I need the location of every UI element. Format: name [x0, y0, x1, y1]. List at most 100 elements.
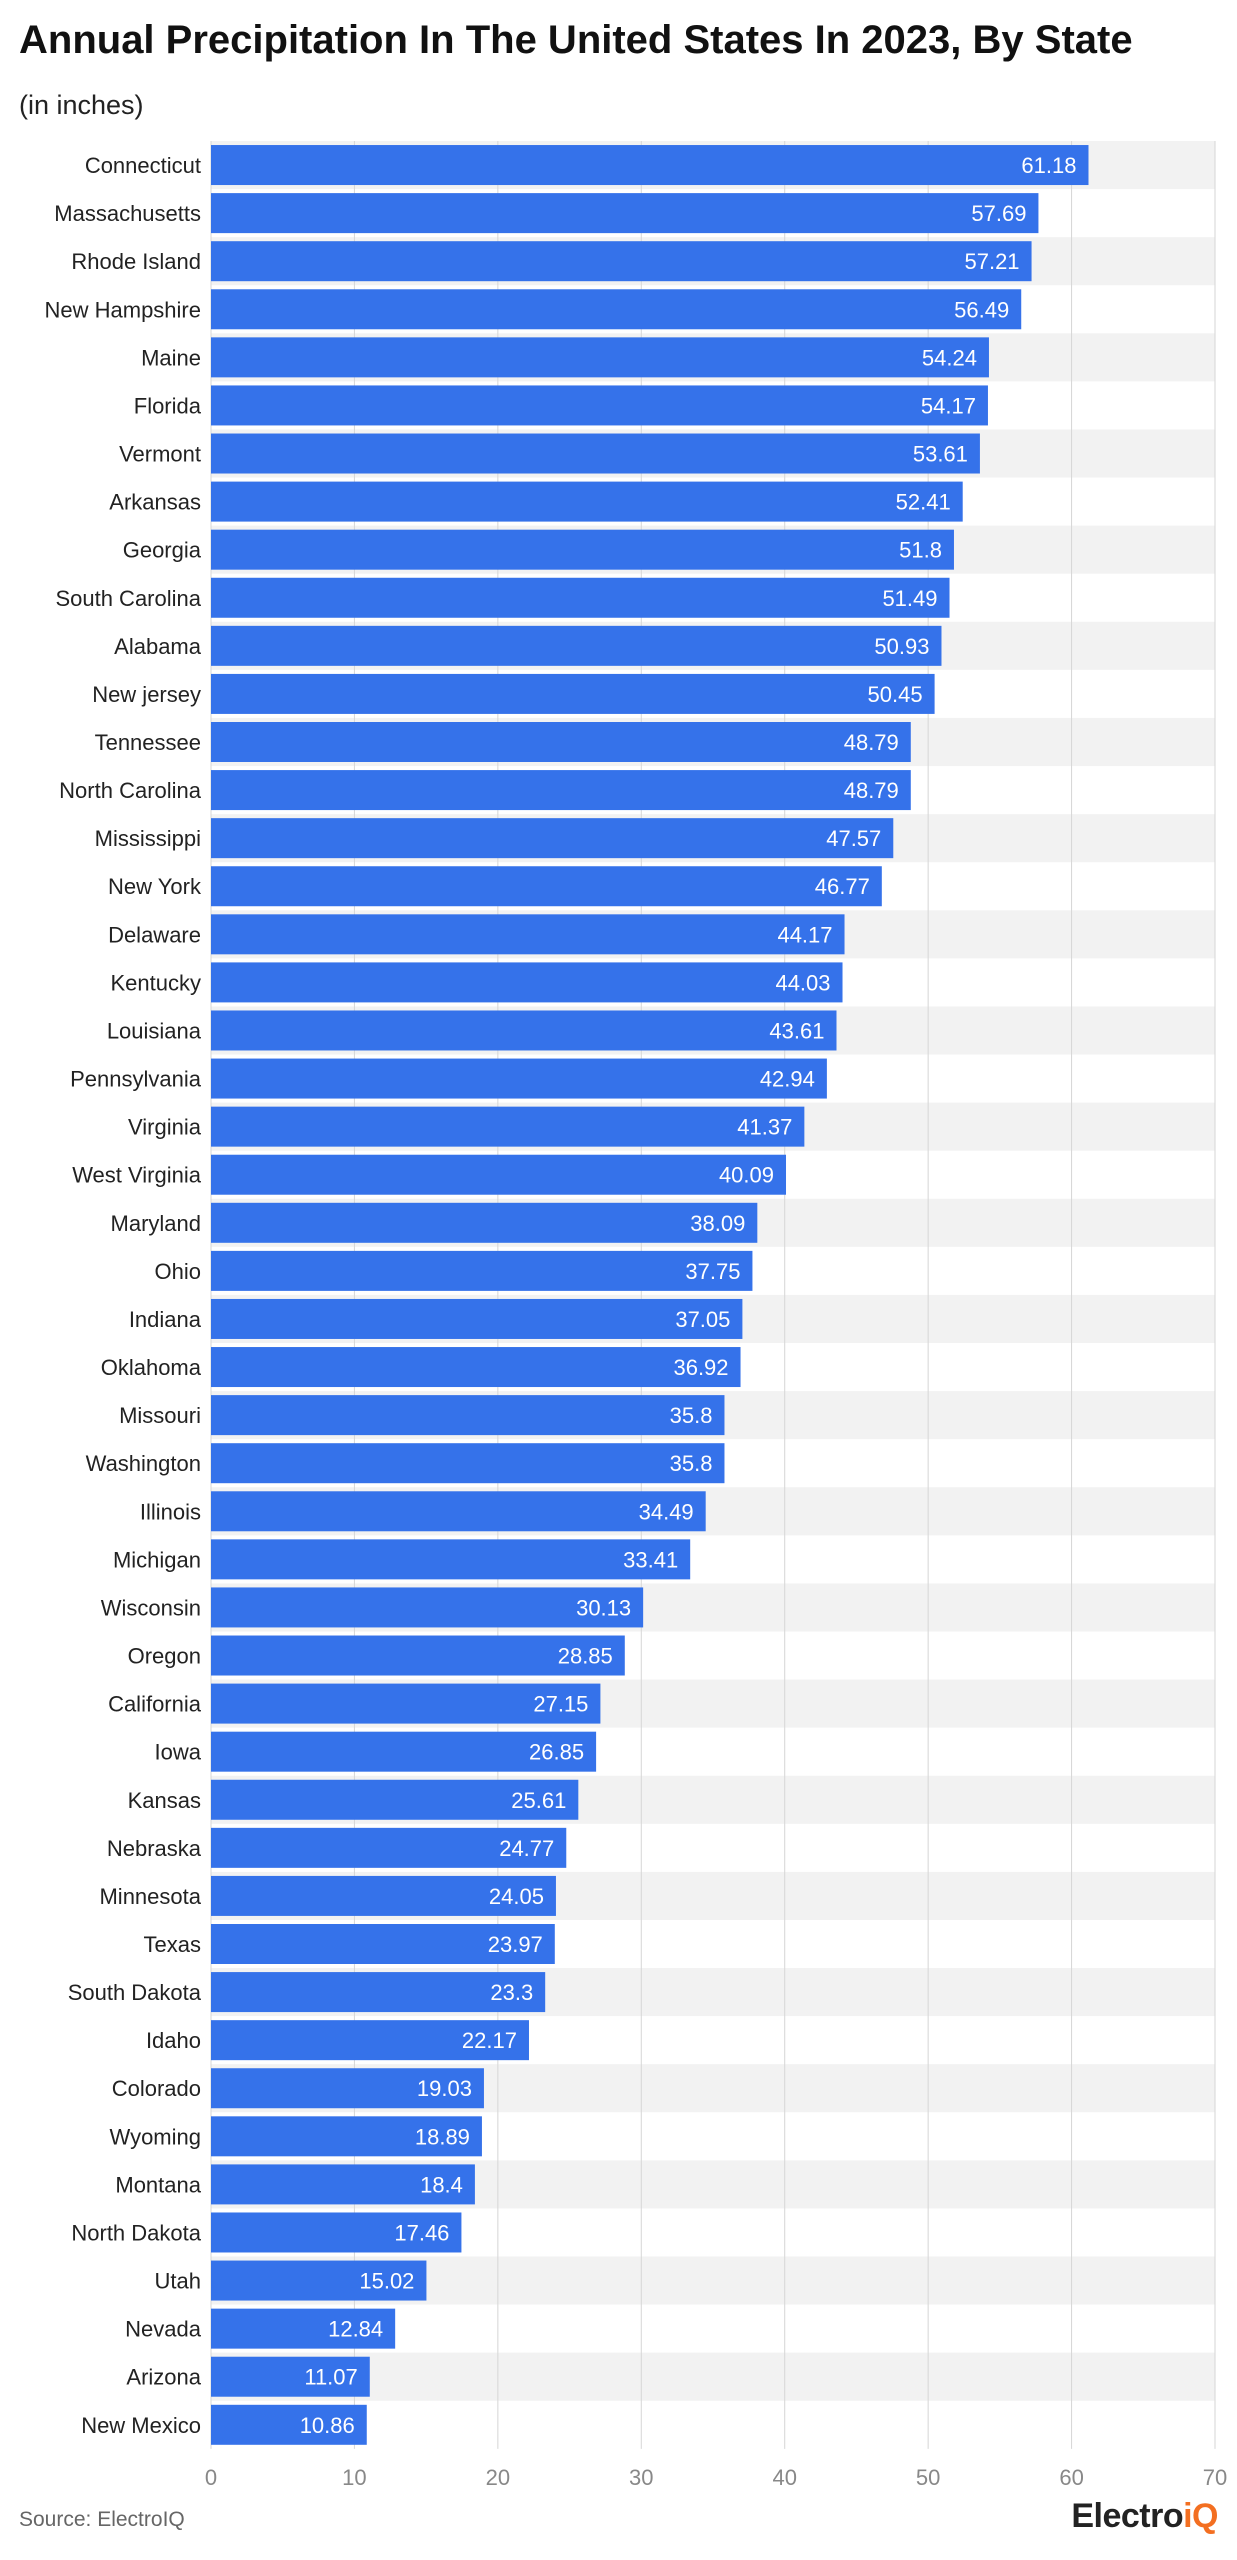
value-label: 44.03 — [775, 970, 830, 995]
value-label: 18.89 — [415, 2124, 470, 2149]
value-label: 37.05 — [675, 1307, 730, 1332]
value-label: 34.49 — [639, 1499, 694, 1524]
value-label: 57.21 — [964, 249, 1019, 274]
category-label: Delaware — [108, 922, 201, 947]
category-label: Michigan — [113, 1547, 201, 1572]
category-label: New Mexico — [81, 2413, 201, 2438]
category-label: Ohio — [155, 1259, 201, 1284]
bar — [211, 2356, 370, 2397]
category-label: Minnesota — [99, 1884, 201, 1909]
category-label: Idaho — [146, 2028, 201, 2053]
bar — [211, 1875, 556, 1916]
category-label: Oregon — [128, 1644, 201, 1669]
category-label: Iowa — [155, 1740, 202, 1765]
value-label: 51.8 — [899, 538, 942, 563]
bar — [211, 1491, 706, 1532]
category-label: Alabama — [114, 634, 202, 659]
electroiq-logo: ElectroiQ — [1071, 2497, 1218, 2536]
value-label: 37.75 — [685, 1259, 740, 1284]
x-tick-label: 50 — [916, 2465, 940, 2490]
chart-title: Annual Precipitation In The United State… — [19, 18, 1133, 62]
category-label: Florida — [134, 393, 202, 418]
bar — [211, 1635, 625, 1676]
bar — [211, 2164, 475, 2205]
bar — [211, 337, 989, 378]
value-label: 53.61 — [913, 442, 968, 467]
bar — [211, 1443, 725, 1484]
value-label: 30.13 — [576, 1595, 631, 1620]
x-tick-label: 0 — [205, 2465, 217, 2490]
bar — [211, 1395, 725, 1436]
bar — [211, 1683, 601, 1724]
category-label: Mississippi — [95, 826, 201, 851]
category-label: Louisiana — [107, 1018, 202, 1043]
bar — [211, 433, 980, 474]
category-label: Utah — [155, 2269, 201, 2294]
category-label: California — [108, 1692, 202, 1717]
value-label: 22.17 — [462, 2028, 517, 2053]
category-label: New York — [108, 874, 202, 899]
value-label: 51.49 — [882, 586, 937, 611]
bar — [211, 1827, 567, 1868]
value-label: 24.77 — [499, 1836, 554, 1861]
bar — [211, 2308, 396, 2349]
category-label: Massachusetts — [54, 201, 201, 226]
x-tick-label: 40 — [772, 2465, 796, 2490]
bar — [211, 529, 954, 570]
value-label: 40.09 — [719, 1163, 774, 1188]
bar — [211, 2116, 482, 2157]
value-label: 54.17 — [921, 393, 976, 418]
value-label: 23.3 — [490, 1980, 533, 2005]
value-label: 17.46 — [394, 2220, 449, 2245]
bar — [211, 2020, 529, 2061]
bar — [211, 577, 950, 618]
category-label: Arkansas — [109, 490, 201, 515]
category-label: Nebraska — [107, 1836, 202, 1861]
bar — [211, 481, 963, 522]
bar — [211, 1539, 691, 1580]
bar — [211, 1779, 579, 1820]
chart-subtitle: (in inches) — [19, 90, 144, 120]
bar — [211, 914, 845, 955]
bar — [211, 1731, 597, 1772]
x-tick-label: 60 — [1059, 2465, 1083, 2490]
category-label: Vermont — [119, 442, 201, 467]
category-label: Wyoming — [110, 2124, 202, 2149]
bar — [211, 866, 882, 907]
value-label: 61.18 — [1021, 153, 1076, 178]
bar — [211, 1250, 753, 1291]
value-label: 48.79 — [844, 778, 899, 803]
bar — [211, 145, 1089, 186]
bar — [211, 673, 935, 714]
x-tick-label: 20 — [486, 2465, 510, 2490]
category-label: Maryland — [111, 1211, 201, 1236]
category-label: North Dakota — [71, 2220, 201, 2245]
x-tick-label: 10 — [342, 2465, 366, 2490]
category-label: Georgia — [123, 538, 202, 563]
category-label: Pennsylvania — [70, 1067, 202, 1092]
bar — [211, 1010, 837, 1051]
value-label: 18.4 — [420, 2172, 463, 2197]
value-label: 27.15 — [533, 1692, 588, 1717]
category-label: South Carolina — [55, 586, 201, 611]
value-label: 43.61 — [769, 1018, 824, 1043]
category-label: Maine — [141, 345, 201, 370]
value-label: 52.41 — [896, 490, 951, 515]
logo-text: Electro — [1071, 2497, 1184, 2535]
value-label: 33.41 — [623, 1547, 678, 1572]
category-label: Colorado — [112, 2076, 201, 2101]
category-label: Virginia — [128, 1115, 202, 1140]
category-label: Kansas — [128, 1788, 201, 1813]
bar — [211, 385, 988, 426]
bar — [211, 1202, 758, 1243]
value-label: 15.02 — [359, 2269, 414, 2294]
category-label: New Hampshire — [45, 297, 202, 322]
source-note: Source: ElectroIQ — [19, 2508, 185, 2531]
bar — [211, 1587, 644, 1628]
category-label: Missouri — [119, 1403, 201, 1428]
bar — [211, 770, 911, 811]
x-tick-label: 30 — [629, 2465, 653, 2490]
bar — [211, 193, 1039, 234]
category-label: Wisconsin — [101, 1595, 201, 1620]
value-label: 35.8 — [670, 1451, 713, 1476]
